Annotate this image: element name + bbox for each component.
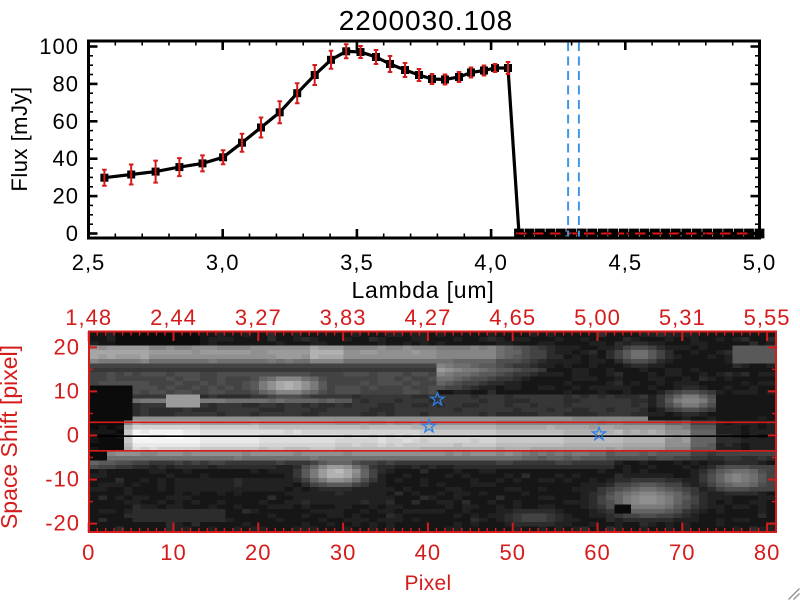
svg-text:3,0: 3,0 — [206, 250, 240, 275]
svg-text:2,44: 2,44 — [150, 305, 197, 330]
svg-text:5,00: 5,00 — [574, 305, 621, 330]
svg-text:80: 80 — [754, 540, 780, 565]
svg-text:40: 40 — [415, 540, 441, 565]
svg-text:3,27: 3,27 — [235, 305, 282, 330]
svg-text:Space Shift [pixel]: Space Shift [pixel] — [0, 345, 22, 529]
svg-text:30: 30 — [330, 540, 356, 565]
svg-text:20: 20 — [245, 540, 271, 565]
svg-text:Pixel: Pixel — [404, 572, 451, 595]
svg-text:Flux [mJy]: Flux [mJy] — [7, 86, 32, 191]
svg-text:3,5: 3,5 — [340, 250, 374, 275]
svg-text:5,0: 5,0 — [743, 250, 777, 275]
svg-text:0: 0 — [82, 540, 95, 565]
svg-text:10: 10 — [54, 378, 80, 403]
svg-text:40: 40 — [53, 146, 79, 171]
svg-text:3,83: 3,83 — [320, 305, 367, 330]
svg-text:20: 20 — [53, 184, 79, 209]
svg-text:0: 0 — [67, 423, 80, 448]
svg-text:10: 10 — [160, 540, 186, 565]
svg-text:2200030.108: 2200030.108 — [339, 5, 514, 36]
svg-text:4,5: 4,5 — [609, 250, 643, 275]
svg-text:4,65: 4,65 — [489, 305, 536, 330]
svg-text:1,48: 1,48 — [65, 305, 112, 330]
svg-text:0: 0 — [66, 221, 79, 246]
svg-text:-10: -10 — [45, 467, 80, 492]
svg-text:20: 20 — [54, 334, 80, 359]
svg-text:70: 70 — [669, 540, 695, 565]
svg-text:80: 80 — [53, 71, 79, 96]
svg-text:100: 100 — [39, 34, 79, 59]
svg-text:50: 50 — [499, 540, 525, 565]
svg-text:Lambda [um]: Lambda [um] — [351, 277, 494, 303]
svg-text:4,27: 4,27 — [404, 305, 451, 330]
svg-text:60: 60 — [584, 540, 610, 565]
svg-text:4,0: 4,0 — [474, 250, 508, 275]
svg-text:2,5: 2,5 — [72, 250, 106, 275]
svg-text:5,55: 5,55 — [744, 305, 791, 330]
svg-text:-20: -20 — [45, 511, 80, 536]
svg-text:5,31: 5,31 — [659, 305, 706, 330]
svg-text:60: 60 — [53, 109, 79, 134]
